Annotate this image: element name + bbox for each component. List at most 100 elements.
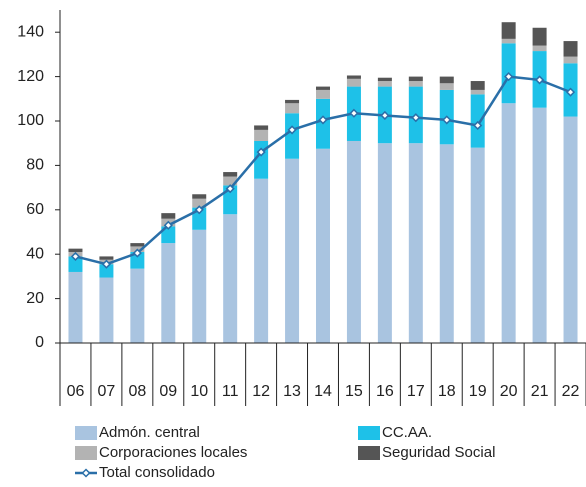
bar-segment [130,251,145,269]
bar-segment [316,148,330,343]
x-tick-label: 20 [500,383,518,400]
line-marker [473,120,483,131]
line-marker [411,113,421,123]
bar-segment [223,176,238,186]
bar-segment [161,243,176,343]
y-tick-label: 140 [17,23,44,40]
bar-segment [99,264,114,278]
line-marker [225,184,235,194]
legend-label: Corporaciones locales [99,444,247,461]
bar-segment [223,214,238,343]
bar-segment [470,89,485,95]
line-marker [380,110,390,121]
bar-segment [223,172,238,177]
bar-segment [501,38,516,44]
legend-swatch [358,446,380,460]
x-tick-label: 07 [98,383,116,400]
y-tick-label: 80 [26,157,44,174]
legend-swatch [358,426,380,440]
bar-segment [192,207,207,230]
x-tick-label: 14 [314,383,332,400]
bar-segment [346,78,361,87]
bar-segment [254,125,269,130]
bar-segment [470,81,485,90]
x-tick-label: 17 [407,383,425,400]
bar-segment [192,229,207,343]
y-tick-label: 20 [26,290,44,307]
bar-segment [532,45,547,52]
bar-segment [68,271,83,343]
y-tick-label: 40 [26,245,44,262]
bar-segment [161,213,176,219]
bar-segment [68,256,83,272]
x-tick-label: 08 [128,383,146,400]
y-tick-label: 0 [35,334,44,351]
legend-label: Total consolidado [99,464,215,481]
legend: Admón. central CC.AA. Corporaciones locale… [75,424,495,481]
bar-segment [346,140,361,343]
x-tick-label: 13 [283,383,301,400]
legend-swatch [75,426,97,440]
bar-segment [285,103,300,114]
bar-segment [254,129,269,141]
line-marker [318,115,328,125]
y-tick-label: 120 [17,68,44,85]
bar-segment [99,277,114,343]
line-marker [101,259,111,269]
y-tick-label: 60 [26,201,44,218]
line-marker [565,87,576,97]
bar-segment [161,226,176,244]
bar-segment [346,75,361,79]
bar-segment [377,81,392,87]
legend-swatch [75,446,97,460]
bar-segment [563,116,578,343]
line-marker [504,72,514,82]
x-tick-label: 12 [252,383,270,400]
line-marker [132,248,142,258]
bar-segment [439,144,454,343]
bar-segment [130,243,145,247]
bar-segment [501,103,516,344]
x-tick-label: 21 [531,383,549,400]
bar-segment [377,77,392,82]
x-tick-label: 09 [159,383,177,400]
y-tick-label: 100 [17,112,44,129]
bar-segment [316,86,330,90]
legend-label: Admón. central [99,424,200,441]
bar-segment [99,256,114,260]
legend-label: CC.AA. [382,424,432,441]
line-marker [70,251,81,261]
x-tick-label: 11 [222,383,239,400]
x-tick-label: 16 [376,383,394,400]
legend-label: Seguridad Social [382,444,495,461]
line-marker [535,75,545,85]
line-marker [349,108,359,118]
bar-segment [563,41,578,57]
bar-segment [285,113,300,159]
line-marker [442,115,452,125]
bar-segment [130,268,145,343]
line-marker [194,205,204,215]
bar-segment [68,248,83,252]
bar-segment [501,22,516,39]
bar-segment [408,81,423,87]
bar-segment [316,89,330,99]
bar-segment [532,27,547,46]
bar-segment [470,147,485,343]
legend-marker [81,468,91,478]
bar-segment [439,83,454,90]
x-tick-label: 18 [438,383,456,400]
bar-segment [254,178,269,343]
x-tick-label: 06 [67,383,85,400]
bar-segment [285,158,300,343]
bar-segment [532,107,547,344]
x-tick-label: 22 [562,383,580,400]
bar-segment [192,194,207,199]
line-marker [256,147,266,157]
x-tick-label: 15 [345,383,363,400]
bar-segment [192,198,207,208]
bar-segment [285,99,300,104]
x-tick-label: 10 [190,383,208,400]
bar-segment [377,143,392,343]
